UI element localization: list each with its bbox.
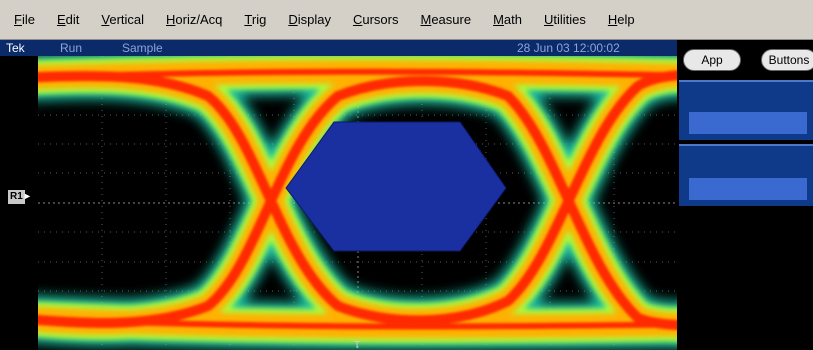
- menu-vertical[interactable]: Vertical: [101, 12, 145, 27]
- menu-bar: File Edit Vertical Horiz/Acq Trig Displa…: [0, 0, 813, 40]
- scope-display[interactable]: T: [38, 56, 677, 350]
- menu-utilities[interactable]: Utilities: [543, 12, 586, 27]
- menu-cursors[interactable]: Cursors: [352, 12, 399, 27]
- reference-marker-label: R1: [8, 190, 25, 204]
- reference-marker[interactable]: R1 ▸: [8, 190, 38, 204]
- app-button[interactable]: App: [683, 49, 741, 71]
- menu-display[interactable]: Display: [288, 12, 331, 27]
- right-control-panel: App Buttons: [677, 40, 813, 350]
- status-bar: Tek Run Sample 28 Jun 03 12:00:02: [0, 40, 677, 56]
- timestamp: 28 Jun 03 12:00:02: [517, 41, 620, 55]
- acquisition-mode: Sample: [122, 41, 163, 55]
- eye-trace-hot: [38, 68, 677, 330]
- readout-field-1: [689, 112, 807, 134]
- readout-panel-1[interactable]: [679, 80, 813, 140]
- run-state: Run: [60, 41, 83, 55]
- readout-panel-2[interactable]: [679, 144, 813, 206]
- eye-mask-hexagon: [285, 121, 507, 252]
- screen-left-gutter: R1 ▸: [0, 56, 38, 350]
- menu-horiz-acq[interactable]: Horiz/Acq: [166, 12, 223, 27]
- brand-label: Tek: [6, 41, 25, 55]
- menu-edit[interactable]: Edit: [56, 12, 80, 27]
- menu-help[interactable]: Help: [607, 12, 635, 27]
- buttons-button[interactable]: Buttons: [761, 49, 813, 71]
- menu-file[interactable]: File: [14, 12, 35, 27]
- trigger-position-marker: T: [354, 340, 360, 350]
- menu-trig[interactable]: Trig: [244, 12, 267, 27]
- menu-math[interactable]: Math: [493, 12, 522, 27]
- menu-measure[interactable]: Measure: [420, 12, 472, 27]
- arrow-right-icon: ▸: [24, 191, 30, 202]
- eye-diagram: T: [38, 56, 677, 350]
- readout-field-2: [689, 178, 807, 200]
